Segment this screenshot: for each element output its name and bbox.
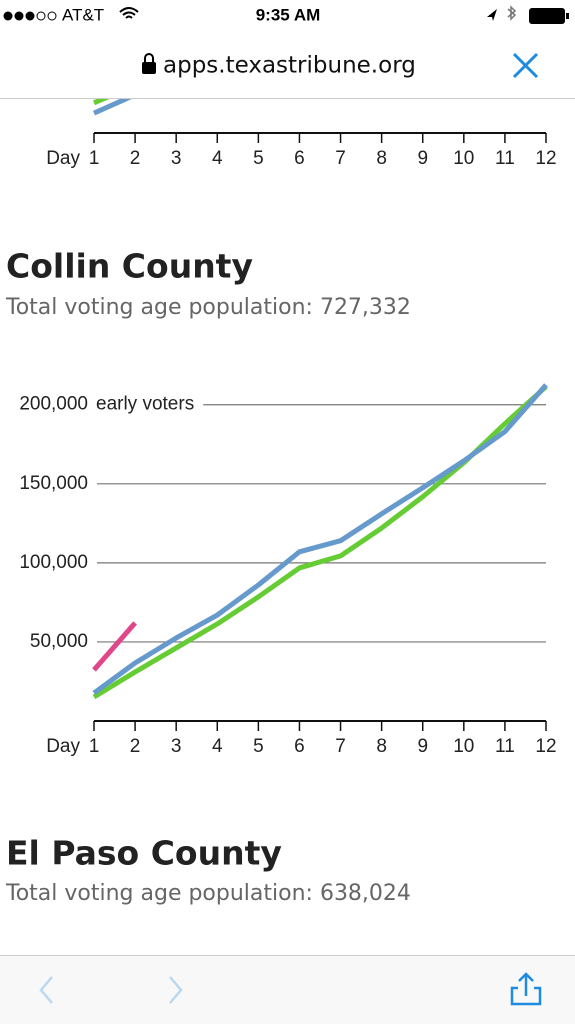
x-tick-label: 10 [453,148,474,169]
x-axis-label: Day [46,148,80,169]
x-tick-label: 2 [130,148,141,169]
y-tick-label: 200,000 [19,394,88,415]
x-tick-label: 10 [453,736,474,757]
x-tick-label: 2 [130,736,141,757]
x-axis-label: Day [46,736,80,757]
x-tick-label: 7 [335,736,346,757]
x-tick-label: 7 [335,148,346,169]
x-tick-label: 3 [171,736,182,757]
y-tick-label: 150,000 [19,473,88,494]
x-tick-label: 11 [495,736,515,757]
y-tick-label: 50,000 [30,631,88,652]
back-button[interactable] [39,976,53,1004]
x-tick-label: 8 [376,736,387,757]
section-title: El Paso County [6,834,282,873]
x-tick-label: 5 [253,736,264,757]
y-tick-label: 100,000 [19,552,88,573]
series-line [93,99,110,106]
series-line [92,621,137,672]
x-tick-label: 11 [495,148,515,169]
plot [92,99,132,116]
url[interactable]: apps.texastribune.org [163,53,416,79]
x-tick-label: 9 [417,148,428,169]
x-tick-label: 1 [89,148,100,169]
share-button[interactable] [510,972,542,1006]
x-tick-label: 8 [376,148,387,169]
clock: 9:35 AM [256,5,321,24]
x-tick-label: 12 [535,736,556,757]
toolbar [0,955,575,1024]
forward-button[interactable] [169,976,183,1004]
section-title: Collin County [6,247,253,286]
x-tick-label: 1 [89,736,100,757]
url-bar: apps.texastribune.org [0,53,575,99]
x-tick-label: 3 [171,148,182,169]
series-line [92,383,548,696]
x-tick-label: 9 [417,736,428,757]
annotation: early voters [96,394,194,415]
x-tick-label: 4 [212,736,223,757]
series-line [92,99,132,116]
status-bar: AT&T 9:35 AM [3,5,569,24]
carrier: AT&T [62,5,104,24]
plot [92,383,548,700]
x-tick-label: 12 [535,148,556,169]
x-tick-label: 6 [294,148,305,169]
x-tick-label: 6 [294,736,305,757]
section-subtitle: Total voting age population: 638,024 [5,881,411,906]
x-tick-label: 5 [253,148,264,169]
section-subtitle: Total voting age population: 727,332 [5,295,411,320]
close-button[interactable] [512,52,539,79]
series-line [92,384,548,700]
x-tick-label: 4 [212,148,223,169]
